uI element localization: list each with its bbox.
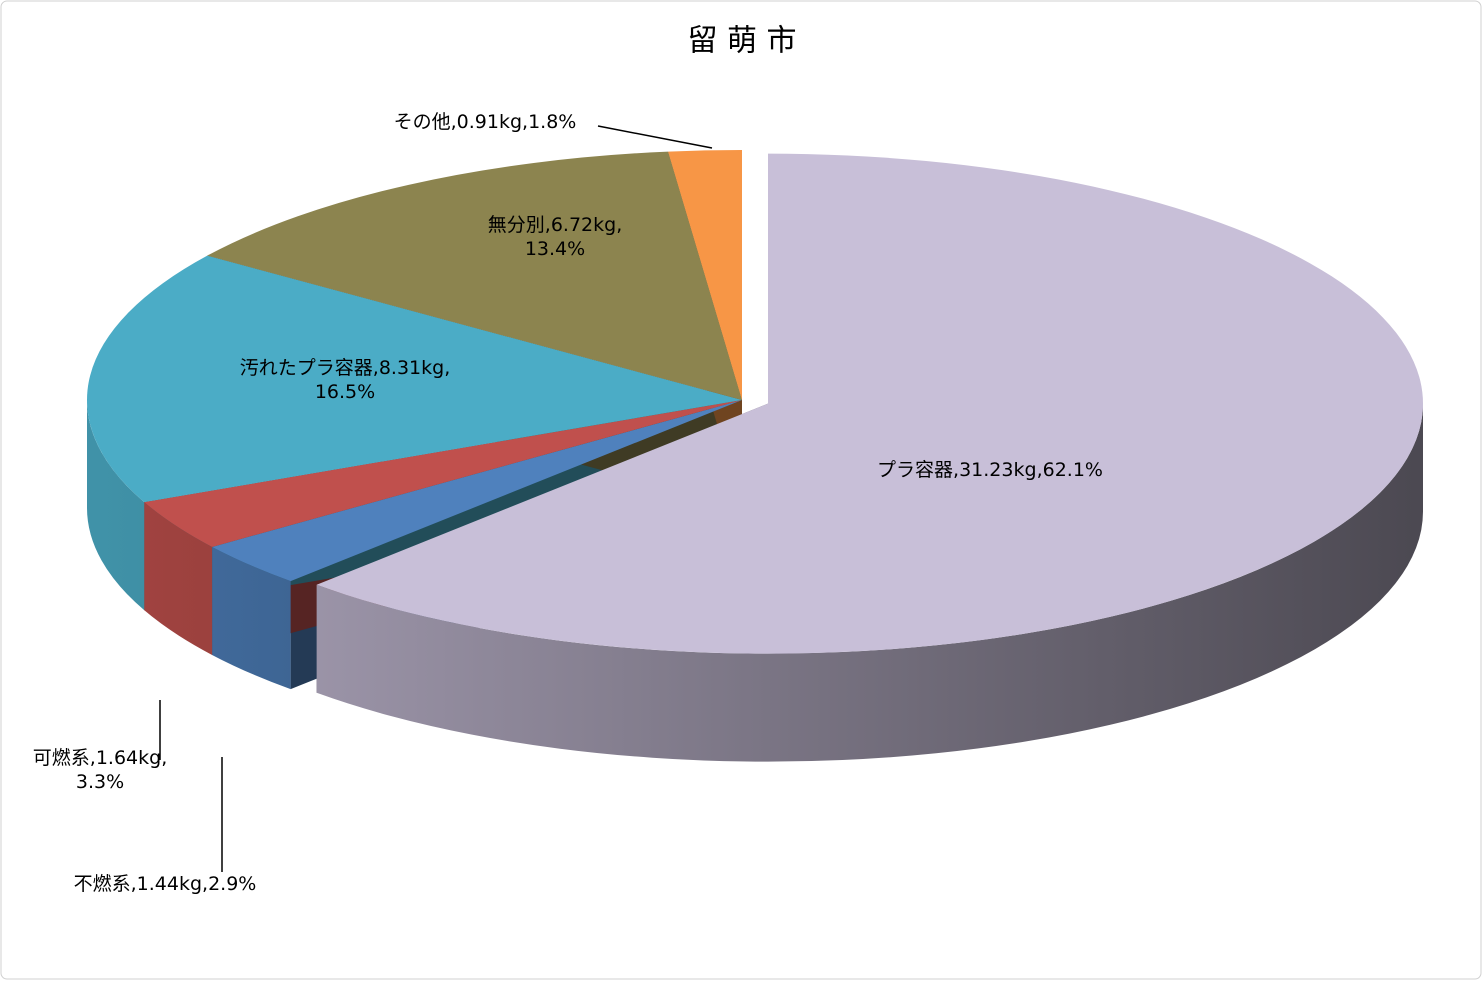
- pie-slice: [87, 255, 743, 503]
- label-weight: 1.64kg: [96, 747, 161, 769]
- label-category: プラ容器: [877, 459, 953, 481]
- pie-slice: [207, 151, 742, 400]
- label-percent: 3.3%: [76, 771, 124, 793]
- label-percent: 62.1%: [1043, 459, 1103, 481]
- leader-line: [597, 125, 713, 149]
- label-category: 不燃系: [74, 873, 131, 895]
- label-category: 可燃系: [33, 747, 90, 769]
- label-separator: ,: [90, 747, 96, 769]
- pie-slice: [144, 400, 742, 547]
- label-category: その他: [394, 111, 451, 133]
- data-label: 汚れたプラ容器,8.31kg, 16.5%: [240, 357, 450, 403]
- label-percent: 13.4%: [525, 238, 585, 260]
- data-label: その他,0.91kg,1.8%: [394, 111, 577, 133]
- label-separator: ,: [953, 459, 959, 481]
- slice-side: [316, 403, 1424, 762]
- label-separator: ,: [451, 111, 457, 133]
- pie-slice: [212, 400, 742, 582]
- label-separator: ,: [616, 214, 622, 236]
- label-percent: 16.5%: [315, 381, 375, 403]
- label-category: 無分別: [488, 214, 545, 236]
- label-separator: ,: [444, 357, 450, 379]
- label-separator: ,: [161, 747, 167, 769]
- slice-side: [212, 546, 291, 690]
- label-weight: 8.31kg: [379, 357, 444, 379]
- data-label: 不燃系,1.44kg,2.9%: [74, 873, 257, 895]
- label-separator: ,: [1037, 459, 1043, 481]
- label-percent: 2.9%: [208, 873, 256, 895]
- pie-slice: [316, 153, 1424, 654]
- label-separator: ,: [131, 873, 137, 895]
- data-label: 無分別,6.72kg, 13.4%: [488, 214, 622, 260]
- slice-side: [87, 400, 145, 611]
- label-category: 汚れたプラ容器: [240, 357, 373, 379]
- data-label: プラ容器,31.23kg,62.1%: [877, 459, 1103, 481]
- pie-slice: [668, 150, 742, 400]
- data-label: 可燃系,1.64kg, 3.3%: [33, 747, 167, 793]
- label-separator: ,: [202, 873, 208, 895]
- label-separator: ,: [522, 111, 528, 133]
- label-weight: 6.72kg: [551, 214, 616, 236]
- label-percent: 1.8%: [528, 111, 576, 133]
- label-separator: ,: [545, 214, 551, 236]
- label-separator: ,: [373, 357, 379, 379]
- slice-side: [144, 502, 213, 655]
- label-weight: 0.91kg: [457, 111, 522, 133]
- chart-title: 留 萌 市: [687, 24, 796, 59]
- label-weight: 31.23kg: [959, 459, 1036, 481]
- label-weight: 1.44kg: [137, 873, 202, 895]
